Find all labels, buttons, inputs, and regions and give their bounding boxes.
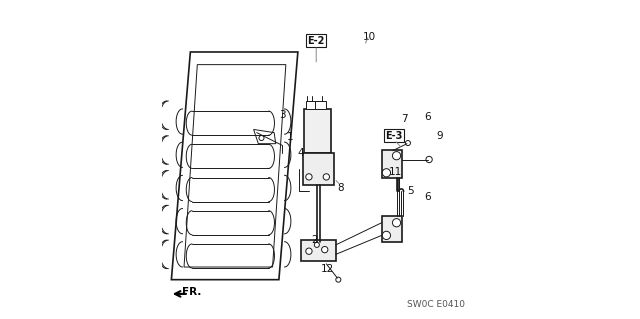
Text: 8: 8 [337, 183, 344, 193]
Text: 2: 2 [311, 235, 318, 245]
Text: E-2: E-2 [307, 36, 325, 46]
Circle shape [383, 233, 389, 238]
Text: 11: 11 [389, 167, 403, 177]
Text: SW0C E0410: SW0C E0410 [408, 300, 465, 309]
Circle shape [306, 248, 312, 254]
Text: 12: 12 [321, 263, 335, 274]
Bar [304, 109, 331, 153]
Bar [301, 240, 336, 261]
Text: 9: 9 [436, 131, 443, 141]
Circle shape [382, 169, 390, 177]
Bar [381, 150, 402, 178]
Circle shape [394, 153, 399, 159]
Circle shape [394, 220, 399, 226]
Circle shape [321, 247, 328, 253]
Circle shape [426, 156, 432, 163]
Text: 3: 3 [279, 110, 285, 120]
Text: 7: 7 [401, 114, 408, 124]
Text: 4: 4 [298, 148, 305, 158]
Circle shape [392, 152, 401, 160]
Circle shape [259, 136, 264, 141]
Bar [303, 153, 334, 185]
Circle shape [383, 170, 389, 176]
Circle shape [382, 231, 390, 240]
Circle shape [405, 141, 410, 145]
Text: 6: 6 [424, 192, 431, 203]
Circle shape [306, 174, 312, 180]
Text: 1: 1 [287, 132, 293, 142]
Text: 6: 6 [424, 112, 431, 122]
Circle shape [336, 277, 341, 282]
Bar [316, 101, 326, 109]
Circle shape [392, 219, 401, 227]
Bar [306, 101, 319, 109]
Text: FR.: FR. [182, 287, 202, 297]
Text: E-3: E-3 [386, 131, 403, 141]
Text: 5: 5 [407, 186, 413, 196]
Circle shape [323, 174, 330, 180]
Text: 10: 10 [362, 32, 376, 42]
Bar [381, 216, 402, 242]
Circle shape [314, 242, 319, 248]
